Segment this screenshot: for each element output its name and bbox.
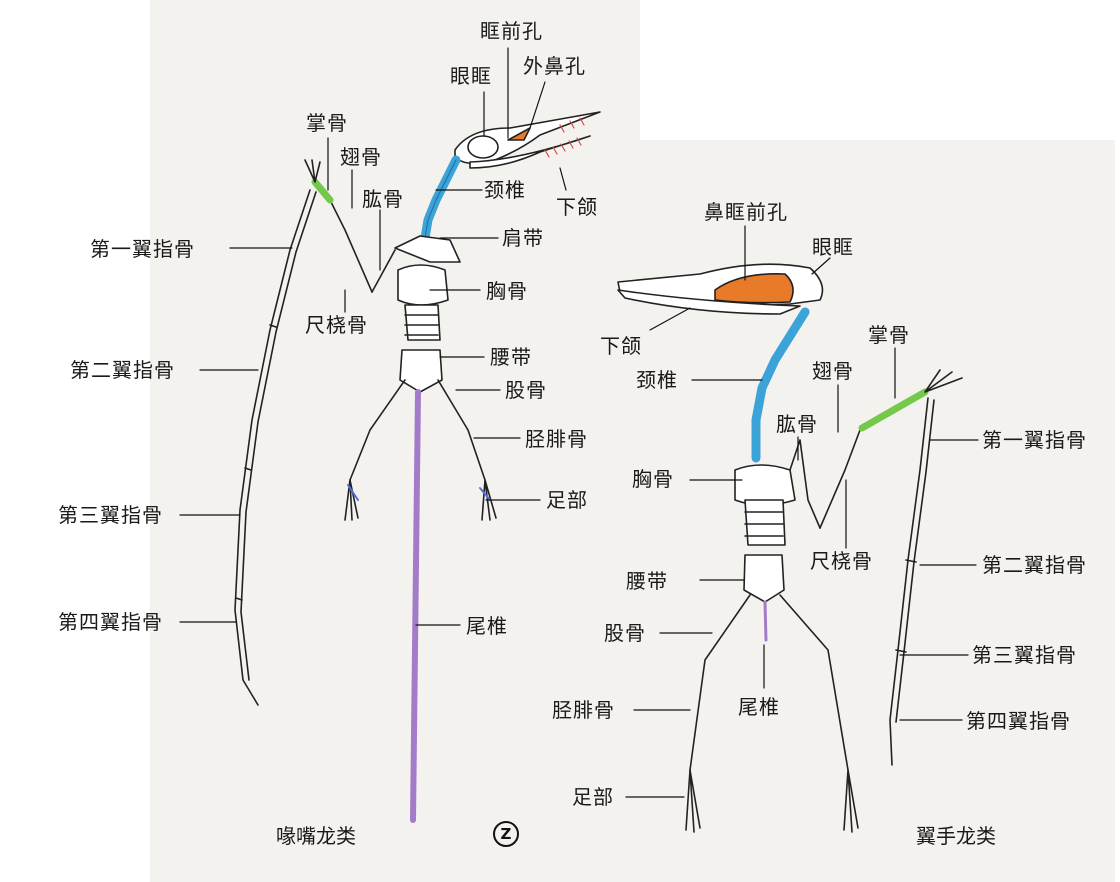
label-right-third-wing-phalanx: 第三翼指骨 (972, 643, 1077, 667)
right-sternum (734, 464, 796, 506)
left-external-naris (507, 127, 531, 141)
label-right-caudal-vertebrae: 尾椎 (738, 695, 780, 719)
label-right-pteroid: 翅骨 (812, 359, 854, 383)
label-left-caudal-vertebrae: 尾椎 (466, 614, 508, 638)
label-right-foot: 足部 (572, 785, 614, 809)
label-right-first-wing-phalanx: 第一翼指骨 (982, 428, 1087, 452)
label-right-tibiofibula: 胫腓骨 (552, 698, 615, 722)
left-sternum (397, 264, 449, 306)
label-right-second-wing-phalanx: 第二翼指骨 (982, 553, 1087, 577)
right-panel-background (595, 140, 1115, 882)
right-wing-finger (889, 397, 929, 766)
label-left-radius-ulna: 尺桡骨 (305, 313, 368, 337)
left-femur-r (437, 379, 486, 481)
left-metacarpal (311, 178, 334, 204)
right-ribcage (744, 499, 786, 546)
label-left-fourth-wing-phalanx: 第四翼指骨 (58, 610, 163, 634)
label-left-pteroid: 翅骨 (340, 145, 382, 169)
left-pelvis (399, 349, 443, 393)
right-radius-ulna (819, 429, 861, 529)
left-shoulder-girdle (394, 235, 461, 263)
label-right-pelvic-girdle: 腰带 (626, 569, 668, 593)
right-metacarpal (858, 388, 929, 432)
left-ribcage (404, 304, 441, 341)
label-left-foot: 足部 (546, 488, 588, 512)
right-pelvis (743, 554, 785, 603)
label-left-first-wing-phalanx: 第一翼指骨 (90, 237, 195, 261)
label-left-lower-jaw: 下颌 (556, 195, 598, 219)
label-left-third-wing-phalanx: 第三翼指骨 (58, 503, 163, 527)
label-left-external-naris: 外鼻孔 (523, 54, 586, 78)
left-neck (420, 155, 461, 243)
caption-left-rhamphorhynchoid: 喙嘴龙类 (276, 824, 356, 848)
right-skeleton (617, 263, 963, 833)
label-left-sternum: 胸骨 (486, 279, 528, 303)
left-femur-l (349, 379, 406, 481)
label-right-metacarpal: 掌骨 (868, 323, 910, 347)
left-teeth (544, 117, 585, 158)
figure-badge: Z (493, 821, 519, 847)
label-right-lower-jaw: 下颌 (600, 334, 642, 358)
label-right-femur: 股骨 (604, 621, 646, 645)
label-left-humerus: 肱骨 (362, 187, 404, 211)
label-right-humerus: 肱骨 (776, 412, 818, 436)
right-lower-jaw (617, 289, 801, 315)
label-right-fourth-wing-phalanx: 第四翼指骨 (966, 709, 1071, 733)
left-tail (410, 389, 421, 823)
left-skeleton (234, 111, 601, 823)
label-left-femur: 股骨 (505, 378, 547, 402)
label-left-tibiofibula: 胫腓骨 (525, 427, 588, 451)
label-left-shoulder-girdle: 肩带 (502, 226, 544, 250)
right-humerus (789, 439, 821, 529)
right-legs (689, 594, 849, 771)
label-left-second-wing-phalanx: 第二翼指骨 (70, 358, 175, 382)
label-right-nasoantorbital-fenestra: 鼻眶前孔 (704, 200, 788, 224)
leader-lines (179, 47, 979, 798)
label-left-antorbital-fenestra: 眶前孔 (480, 19, 543, 43)
left-humerus (371, 249, 396, 293)
label-right-cervical-vertebrae: 颈椎 (636, 368, 678, 392)
label-right-orbit: 眼眶 (812, 235, 854, 259)
label-left-cervical-vertebrae: 颈椎 (484, 178, 526, 202)
label-left-orbit: 眼眶 (450, 64, 492, 88)
right-tail (763, 600, 768, 642)
label-left-metacarpal: 掌骨 (306, 111, 348, 135)
left-orbit (467, 135, 499, 159)
label-right-sternum: 胸骨 (632, 467, 674, 491)
caption-right-pterodactyloid: 翼手龙类 (916, 824, 996, 848)
label-left-pelvic-girdle: 腰带 (490, 345, 532, 369)
left-lower-jaw (469, 135, 591, 169)
left-wing-finger (234, 189, 311, 706)
label-right-radius-ulna: 尺桡骨 (810, 549, 873, 573)
left-panel-background (150, 0, 640, 882)
left-radius-ulna (329, 199, 373, 293)
right-neck (751, 307, 810, 463)
